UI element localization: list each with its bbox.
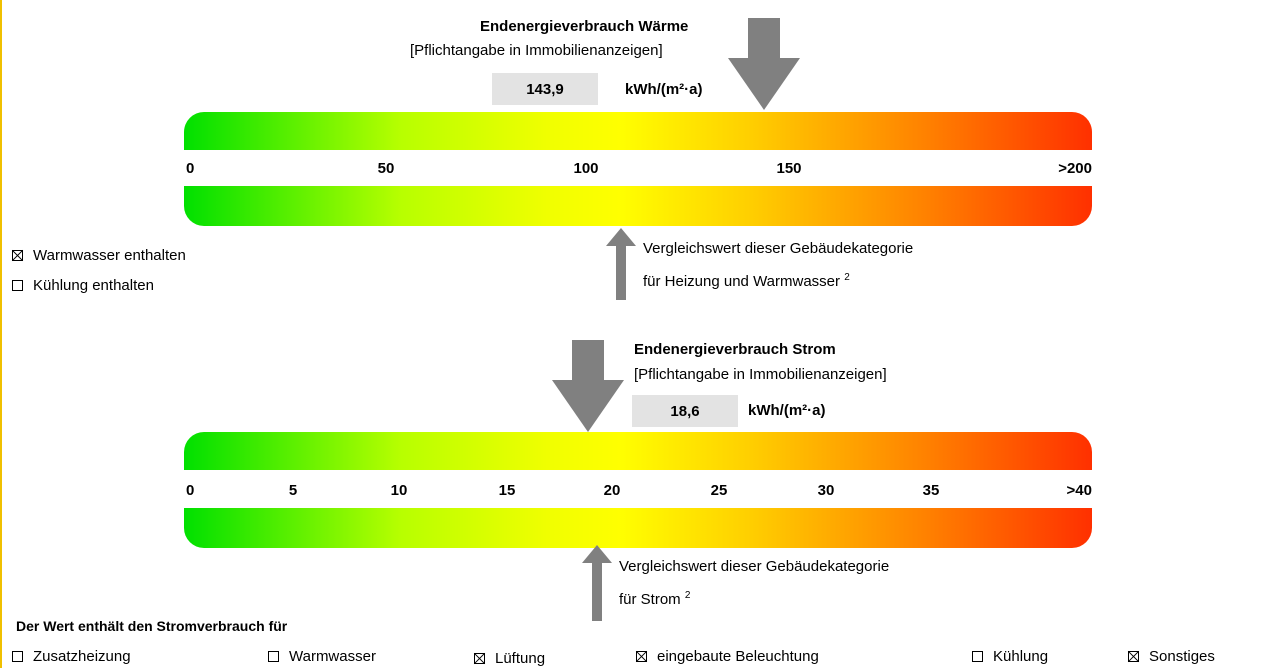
power-scale-bar-top [184,432,1092,470]
power-unit: kWh/(m²·a) [748,402,826,419]
power-tick: 25 [710,482,728,499]
consumption-heading: Der Wert enthält den Stromverbrauch für [16,618,288,634]
heat-tick: 50 [377,160,395,177]
checked-box-icon [1128,651,1139,662]
power-tick: 5 [288,482,298,499]
power-tick: 30 [817,482,835,499]
power-comparison-footnote: 2 [684,590,691,601]
heat-comparison-arrow [606,228,636,300]
checkbox-label: Warmwasser [289,648,376,665]
power-tick: 0 [186,482,195,499]
unchecked-box-icon [268,651,279,662]
heat-tick: 0 [186,160,195,177]
unchecked-box-icon [12,280,23,291]
checkbox-label: Sonstiges [1149,648,1215,665]
power-subtitle: [Pflichtangabe in Immobilienanzeigen] [634,366,887,383]
checkbox-label: Zusatzheizung [33,648,131,665]
checkbox-eingebaute-beleuchtung[interactable]: eingebaute Beleuchtung [636,648,819,665]
heat-comparison-line1: Vergleichswert dieser Gebäudekategorie [643,240,914,257]
power-comparison-line1: Vergleichswert dieser Gebäudekategorie [619,558,890,575]
power-scale-bar-bottom [184,508,1092,548]
power-value-box: 18,6 [632,395,738,427]
checkbox-warmwasser[interactable]: Warmwasser [268,648,376,665]
unchecked-box-icon [972,651,983,662]
heat-scale-bar-top [184,112,1092,150]
power-comparison-arrow [582,545,612,621]
checkbox-label: Kühlung enthalten [33,277,154,294]
power-tick: 15 [498,482,516,499]
heat-subtitle: [Pflichtangabe in Immobilienanzeigen] [410,42,663,59]
checkbox-warmwasser-enthalten[interactable]: Warmwasser enthalten [12,247,186,264]
power-tick: >40 [1066,482,1092,499]
heat-value-box: 143,9 [492,73,598,105]
power-tick: 35 [922,482,940,499]
power-tick: 10 [390,482,408,499]
checked-box-icon [474,653,485,664]
heat-unit: kWh/(m²·a) [625,81,703,98]
heat-value: 143,9 [526,80,564,98]
unchecked-box-icon [12,651,23,662]
checkbox-label: Kühlung [993,648,1049,665]
power-value: 18,6 [670,402,700,420]
checkbox-label: Warmwasser enthalten [33,247,186,264]
page-border [0,0,2,668]
power-tick: 20 [603,482,621,499]
checked-box-icon [12,250,23,261]
heat-tick: >200 [1058,160,1092,177]
checkbox-sonstiges[interactable]: Sonstiges [1128,648,1215,665]
heat-title: Endenergieverbrauch Wärme [480,18,689,35]
checkbox-kuehlung[interactable]: Kühlung [972,648,1048,665]
checked-box-icon [636,651,647,662]
heat-comparison-line2-wrap: für Heizung und Warmwasser 2 [643,272,850,290]
heat-scale-bar-bottom [184,186,1092,226]
heat-tick: 100 [573,160,599,177]
power-comparison-line2: für Strom [619,591,681,608]
power-value-arrow [552,340,624,434]
checkbox-label: eingebaute Beleuchtung [657,648,819,665]
heat-value-arrow [728,18,800,112]
heat-tick: 150 [776,160,802,177]
checkbox-zusatzheizung[interactable]: Zusatzheizung [12,648,131,665]
heat-comparison-line2: für Heizung und Warmwasser [643,273,841,290]
checkbox-label: Lüftung [495,650,546,667]
heat-comparison-footnote: 2 [844,272,850,283]
checkbox-kuehlung-enthalten[interactable]: Kühlung enthalten [12,277,154,294]
checkbox-lueftung[interactable]: Lüftung [474,650,545,667]
power-comparison-line2-wrap: für Strom 2 [619,590,690,608]
power-title: Endenergieverbrauch Strom [634,341,836,358]
